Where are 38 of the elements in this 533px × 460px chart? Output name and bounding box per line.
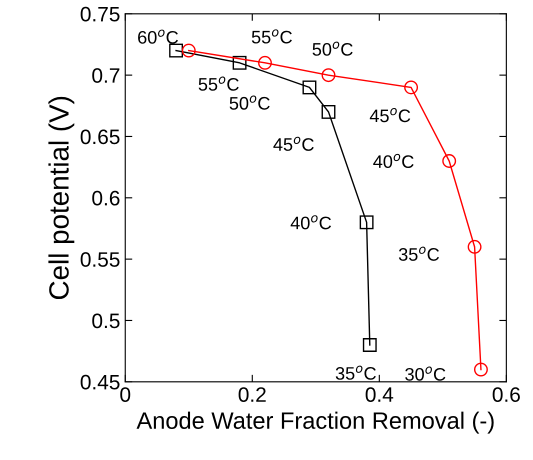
point xyxy=(468,240,482,254)
point xyxy=(322,104,336,119)
point xyxy=(442,154,456,168)
annotation: 55$^{o}$C xyxy=(198,76,239,91)
y-tick-label: 0.7 xyxy=(92,68,120,83)
x-tick-label: 0 xyxy=(120,387,130,402)
y-tick-label: 0.55 xyxy=(80,252,120,267)
x-axis-title: Anode Water Fraction Removal (-) xyxy=(136,412,494,434)
point xyxy=(404,80,418,94)
y-tick-label: 0.45 xyxy=(80,374,120,390)
x-tick-label: 0.6 xyxy=(492,387,520,402)
annotation: 50$^{o}$C xyxy=(230,96,270,110)
y-axis-title: Cell potential (V) xyxy=(48,96,74,300)
point xyxy=(169,44,184,58)
y-tick-label: 0.6 xyxy=(92,190,120,206)
annotation: 45$^{o}$C xyxy=(273,136,314,151)
point xyxy=(360,215,374,230)
annotation: 35$^{o}$C xyxy=(336,366,376,380)
annotation: 50$^{o}$C xyxy=(312,42,353,56)
x-tick-label: 0.2 xyxy=(238,387,266,402)
y-tick-label: 0.65 xyxy=(80,129,120,144)
point xyxy=(474,362,488,376)
point xyxy=(182,44,196,58)
annotation: 35$^{o}$C xyxy=(398,246,440,261)
annotation: 40$^{o}$C xyxy=(290,215,332,230)
point xyxy=(302,80,316,94)
point xyxy=(258,56,272,70)
point xyxy=(362,338,377,352)
point xyxy=(322,68,336,82)
annotation: 45$^{o}$C xyxy=(370,108,410,122)
annotation: 60$^{o}$C xyxy=(138,30,178,44)
annotation: 40$^{o}$C xyxy=(373,154,414,168)
y-tick-label: 0.75 xyxy=(80,6,120,22)
x-tick-label: 0.4 xyxy=(366,387,394,402)
point xyxy=(232,56,247,70)
y-tick-label: 0.5 xyxy=(92,313,120,328)
annotation: 55$^{o}$C xyxy=(252,29,292,44)
annotation: 30$^{o}$C xyxy=(405,366,446,381)
